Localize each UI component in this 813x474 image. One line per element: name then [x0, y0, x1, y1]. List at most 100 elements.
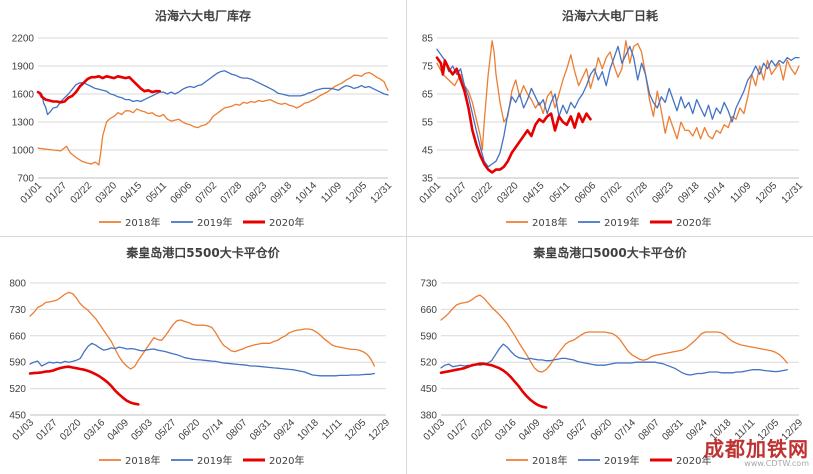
x-tick-label: 02/20: [58, 417, 84, 443]
watermark-sub: www.CDTW.com: [744, 459, 809, 468]
legend-label: 2019年: [604, 454, 639, 467]
x-tick-label: 05/27: [565, 417, 591, 443]
y-tick-label: 1000: [12, 146, 35, 157]
x-tick-label: 07/28: [219, 180, 245, 206]
series-line-3: [435, 56, 592, 174]
y-tick-label: 450: [420, 384, 437, 395]
x-tick-label: 12/31: [780, 180, 806, 206]
y-tick-label: 2200: [12, 34, 35, 45]
chart-svg: 秦皇岛港口5500大卡平仓价45052059066073080001/0301/…: [9, 245, 393, 467]
y-tick-label: 590: [420, 331, 437, 342]
x-tick-label: 11/11: [320, 417, 345, 442]
y-tick-label: 1900: [12, 62, 35, 73]
x-tick-label: 03/16: [493, 417, 519, 443]
legend-label: 2020年: [676, 454, 711, 467]
legend-item: 2020年: [243, 454, 304, 467]
x-tick-label: 12/05: [344, 180, 370, 206]
x-tick-label: 09/24: [272, 417, 298, 443]
series-line-1: [29, 291, 376, 370]
x-tick-label: 08/07: [636, 417, 662, 443]
x-tick-label: 11/09: [728, 180, 753, 205]
series-line-1: [436, 40, 800, 151]
x-tick-label: 04/15: [119, 180, 145, 206]
y-tick-label: 800: [9, 279, 26, 290]
x-tick-label: 09/18: [676, 180, 702, 206]
legend-label: 2018年: [125, 454, 160, 467]
x-tick-label: 03/16: [82, 417, 108, 443]
x-tick-label: 10/14: [702, 180, 728, 206]
chart-title: 秦皇岛港口5000大卡平仓价: [532, 245, 687, 260]
series-line-2: [37, 70, 389, 116]
x-tick-label: 02/22: [69, 180, 95, 206]
x-tick-label: 07/02: [599, 180, 625, 206]
x-tick-label: 07/02: [194, 180, 220, 206]
legend-item: 2020年: [243, 216, 304, 229]
x-tick-label: 12/05: [754, 180, 780, 206]
watermark-text: 成都加铁网: [704, 437, 809, 461]
x-tick-label: 09/18: [269, 180, 295, 206]
legend-label: 2018年: [125, 216, 160, 229]
watermark-logo: 成都加铁网 www.CDTW.com: [704, 433, 809, 468]
chart-panel-qhd-5000-price: 秦皇岛港口5000大卡平仓价 380 450 520 590 660 730 01/03 01/…: [407, 237, 813, 474]
legend-label: 2019年: [604, 216, 639, 229]
chart-panel-coastal-inventory: 沿海六大电厂库存 700 1000 1300 1600 1900 2200 01/01 01/2…: [0, 0, 406, 236]
chart-title: 秦皇岛港口5500大卡平仓价: [125, 245, 280, 260]
y-tick-label: 590: [9, 358, 26, 369]
x-tick-label: 01/27: [446, 417, 472, 443]
legend-label: 2020年: [676, 216, 711, 229]
x-tick-label: 02/22: [469, 180, 495, 206]
legend-item: 2018年: [506, 216, 567, 229]
x-tick-label: 04/09: [517, 417, 543, 443]
x-tick-label: 03/20: [94, 180, 120, 206]
series-line-3: [28, 365, 140, 406]
x-tick-label: 11/09: [319, 180, 344, 205]
y-tick-label: 1600: [12, 90, 35, 101]
y-tick-label: 1300: [12, 118, 35, 129]
x-tick-label: 05/27: [153, 417, 179, 443]
y-tick-label: 730: [420, 279, 437, 290]
legend-item: 2019年: [578, 216, 639, 229]
y-tick-label: 55: [422, 118, 434, 129]
series-line-3: [36, 75, 161, 104]
legend-item: 2020年: [650, 216, 711, 229]
series-line-1: [37, 71, 389, 166]
chart-svg: 秦皇岛港口5000大卡平仓价38045052059066073001/0301/…: [420, 245, 805, 467]
x-tick-label: 03/20: [495, 180, 521, 206]
y-tick-label: 660: [420, 305, 437, 316]
legend-label: 2019年: [197, 454, 232, 467]
x-tick-label: 04/15: [521, 180, 547, 206]
x-tick-label: 05/03: [541, 417, 567, 443]
y-tick-label: 700: [17, 174, 34, 185]
legend-label: 2019年: [197, 216, 232, 229]
legend-label: 2020年: [269, 454, 304, 467]
y-tick-label: 380: [420, 411, 437, 422]
legend-item: 2020年: [650, 454, 711, 467]
x-tick-label: 10/14: [294, 180, 320, 206]
x-tick-label: 12/05: [343, 417, 369, 443]
x-tick-label: 12/31: [369, 180, 395, 206]
legend-label: 2018年: [532, 216, 567, 229]
x-tick-label: 12/29: [367, 417, 393, 443]
horizontal-divider: [0, 236, 813, 237]
x-tick-label: 04/09: [106, 417, 132, 443]
x-tick-label: 06/06: [573, 180, 599, 206]
x-tick-label: 07/28: [625, 180, 651, 206]
chart-title: 沿海六大电厂库存: [154, 8, 251, 23]
y-tick-label: 85: [422, 34, 434, 45]
y-tick-label: 35: [422, 174, 434, 185]
series-line-2: [29, 342, 376, 377]
x-tick-label: 08/23: [244, 180, 270, 206]
x-tick-label: 08/23: [650, 180, 676, 206]
x-tick-label: 08/31: [248, 417, 274, 443]
y-tick-label: 520: [9, 384, 26, 395]
x-tick-label: 07/14: [613, 417, 639, 443]
x-tick-label: 06/06: [169, 180, 195, 206]
legend-item: 2019年: [171, 454, 232, 467]
x-tick-label: 01/27: [444, 180, 470, 206]
series-line-2: [436, 45, 800, 168]
y-tick-label: 45: [422, 146, 434, 157]
legend-item: 2018年: [99, 454, 160, 467]
x-tick-label: 06/20: [177, 417, 203, 443]
